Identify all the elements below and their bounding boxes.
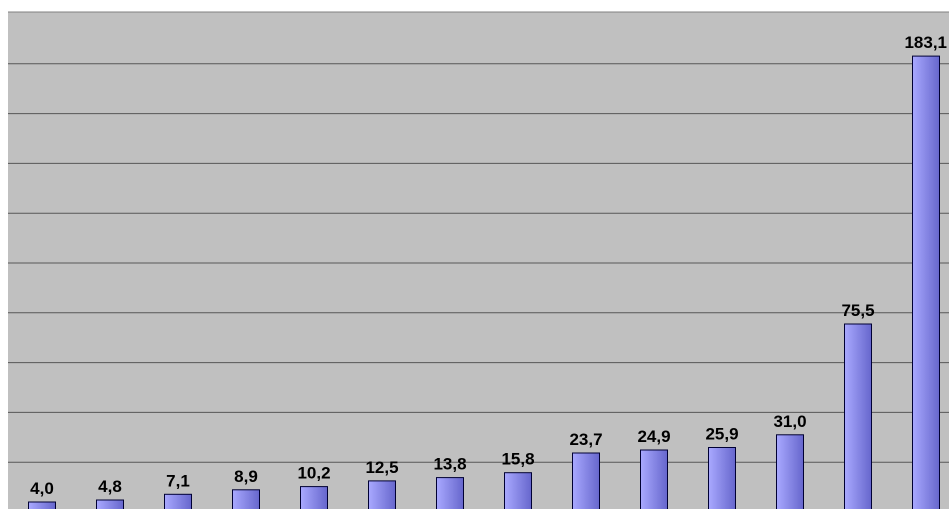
bar xyxy=(368,480,396,509)
data-label: 7,1 xyxy=(166,471,190,490)
data-label: 4,8 xyxy=(98,477,122,496)
data-label: 10,2 xyxy=(297,464,330,483)
plot-area xyxy=(8,12,949,509)
bar xyxy=(436,477,464,509)
data-label: 24,9 xyxy=(637,427,670,446)
gridlines xyxy=(8,11,949,463)
data-label: 183,1 xyxy=(904,33,947,52)
data-label: 13,8 xyxy=(433,455,466,474)
bar xyxy=(96,499,124,509)
data-label: 31,0 xyxy=(773,412,806,431)
bar xyxy=(844,323,872,509)
bars xyxy=(28,55,940,509)
data-label: 23,7 xyxy=(569,430,602,449)
bar xyxy=(572,452,600,509)
bar xyxy=(912,55,940,509)
data-labels: 4,0 4,8 7,1 8,9 10,2 12,5 13,8 15,8 23,7 24,9 25,9… xyxy=(30,33,947,498)
data-label: 15,8 xyxy=(501,450,534,469)
data-label: 75,5 xyxy=(841,301,874,320)
bar xyxy=(164,493,192,509)
bar xyxy=(640,449,668,509)
bar xyxy=(504,472,532,509)
data-label: 12,5 xyxy=(365,458,398,477)
data-label: 4,0 xyxy=(30,479,54,498)
bar xyxy=(232,489,260,509)
bar xyxy=(776,434,804,509)
bar xyxy=(300,486,328,509)
data-label: 8,9 xyxy=(234,467,258,486)
bar xyxy=(708,447,736,509)
data-label: 25,9 xyxy=(705,425,738,444)
bar xyxy=(28,501,56,509)
